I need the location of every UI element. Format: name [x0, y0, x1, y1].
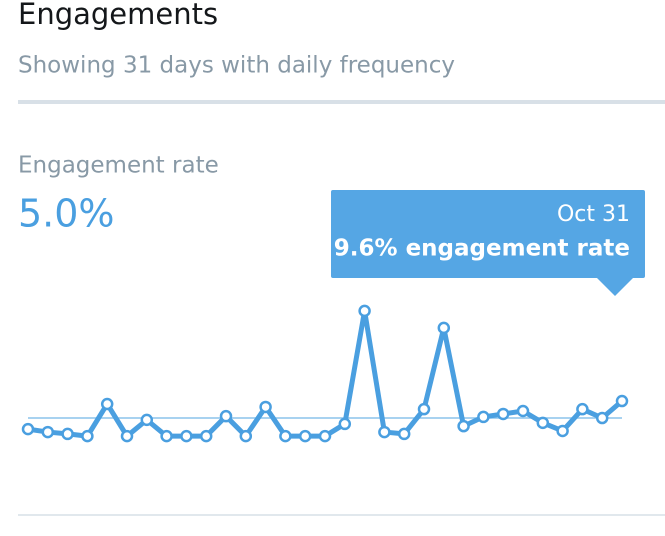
- data-point: [298, 429, 312, 443]
- data-point: [61, 427, 74, 441]
- data-point: [496, 407, 510, 421]
- data-point: [100, 397, 114, 411]
- data-point: [81, 429, 94, 443]
- metric-value: 5.0%: [18, 192, 115, 236]
- data-point: [457, 419, 470, 433]
- data-point: [318, 429, 332, 443]
- tooltip-pointer: [597, 278, 633, 296]
- data-point: [595, 411, 609, 425]
- page-subtitle: Showing 31 days with daily frequency: [18, 53, 455, 79]
- data-point: [219, 409, 233, 423]
- tooltip: Oct 31 9.6% engagement rate: [331, 190, 645, 296]
- data-point: [140, 413, 154, 427]
- data-point: [279, 429, 292, 443]
- data-point: [199, 429, 213, 443]
- data-point: [160, 429, 173, 443]
- divider: [18, 514, 665, 516]
- data-point: [41, 425, 55, 439]
- data-point: [556, 424, 569, 438]
- divider: [18, 100, 665, 104]
- tooltip-box: [331, 190, 645, 278]
- data-point: [338, 417, 352, 431]
- data-point: [437, 321, 451, 335]
- data-point: [358, 304, 371, 318]
- data-point: [417, 402, 431, 416]
- data-point: [120, 429, 134, 443]
- data-point: [397, 427, 411, 441]
- data-point: [516, 404, 530, 418]
- data-point: [239, 429, 253, 443]
- data-point: [477, 410, 490, 424]
- data-point: [21, 422, 35, 436]
- page-title: Engagements: [18, 0, 218, 31]
- data-point: [576, 402, 589, 416]
- data-point: [259, 400, 272, 414]
- metric-title: Engagement rate: [18, 153, 219, 179]
- tooltip-date: Oct 31: [557, 202, 630, 227]
- tooltip-text: 9.6% engagement rate: [334, 236, 630, 262]
- data-point: [536, 416, 550, 430]
- data-point: [615, 394, 629, 408]
- data-point: [378, 425, 391, 439]
- data-point: [180, 429, 193, 443]
